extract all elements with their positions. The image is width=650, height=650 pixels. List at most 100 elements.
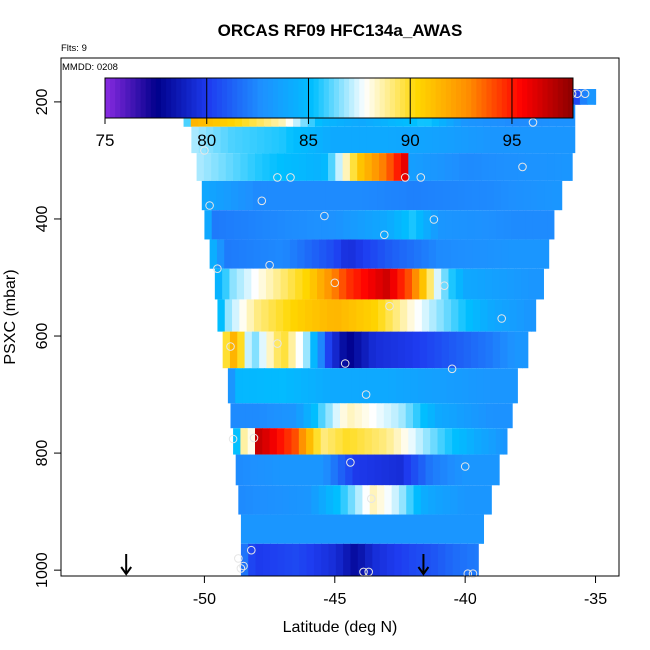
heatmap-cell: [379, 514, 388, 544]
heatmap-cell: [330, 454, 339, 486]
heatmap-cell: [450, 239, 459, 269]
colorbar-segment: [410, 78, 416, 118]
heatmap-cell: [264, 454, 273, 486]
colorbar-segment: [257, 78, 264, 118]
colorbar-segment: [379, 78, 386, 118]
heatmap-cell: [324, 331, 333, 369]
heatmap-cell: [457, 180, 466, 211]
heatmap-cell: [502, 299, 511, 332]
heatmap-cell: [417, 368, 426, 404]
sample-marker: [340, 359, 350, 368]
heatmap-cell: [244, 268, 252, 300]
heatmap-cell: [432, 454, 441, 486]
heatmap-cell: [430, 514, 439, 544]
heatmap-cell: [238, 485, 247, 515]
heatmap-cell: [248, 543, 257, 576]
heatmap-cell: [220, 126, 229, 154]
colorbar-segment: [430, 78, 437, 118]
heatmap-cell: [337, 126, 346, 154]
heatmap-cell: [357, 153, 366, 181]
heatmap-cell: [240, 514, 249, 544]
heatmap-cell: [474, 514, 483, 544]
heatmap-cell: [286, 368, 295, 404]
colorbar-segment: [496, 78, 503, 118]
heatmap-cell: [478, 403, 487, 429]
heatmap-cell: [494, 239, 503, 269]
heatmap-cell: [262, 543, 271, 576]
heatmap-cell: [238, 239, 247, 269]
heatmap-cell: [343, 514, 352, 544]
heatmap-cell: [243, 454, 251, 486]
heatmap-cell: [403, 126, 411, 154]
heatmap-cell: [289, 180, 298, 211]
heatmap-cell: [365, 543, 373, 576]
heatmap-cell: [302, 268, 311, 300]
sample-marker: [361, 390, 371, 399]
heatmap-cell: [479, 485, 488, 515]
heatmap-cell: [333, 180, 342, 211]
heatmap-cell: [408, 543, 417, 576]
heatmap-cell: [427, 331, 435, 369]
heatmap-row: [191, 126, 576, 154]
heatmap-cell: [351, 126, 360, 154]
heatmap-cell: [267, 180, 276, 211]
heatmap-cell: [247, 153, 256, 181]
heatmap-cell: [315, 126, 324, 154]
heatmap-cell: [419, 268, 428, 300]
sample-marker: [200, 146, 209, 155]
heatmap-cell: [466, 428, 475, 455]
heatmap-cell: [420, 403, 429, 429]
heatmap-cell: [270, 543, 279, 576]
heatmap-cell: [240, 210, 249, 240]
colorbar-segment: [405, 78, 411, 118]
heatmap-cell: [260, 180, 269, 211]
heatmap-cell: [484, 268, 493, 300]
heatmap-cell: [301, 454, 310, 486]
heatmap-cell: [433, 268, 442, 300]
heatmap-cell: [260, 239, 269, 269]
heatmap-cell: [427, 403, 436, 429]
heatmap-cell: [306, 210, 315, 240]
sample-marker: [346, 458, 355, 467]
heatmap-cell: [296, 403, 305, 429]
sample-marker: [286, 173, 295, 182]
colorbar-segment: [237, 78, 243, 118]
chart-title: ORCAS RF09 HFC134a_AWAS: [218, 21, 463, 40]
heatmap-cell: [375, 268, 384, 300]
heatmap-cell: [378, 299, 386, 332]
heatmap-cell: [472, 299, 481, 332]
heatmap-cell: [523, 239, 532, 269]
heatmap-cell: [273, 331, 282, 369]
heatmap-cell: [397, 331, 406, 369]
heatmap-cell: [392, 299, 401, 332]
heatmap-cell: [379, 210, 388, 240]
heatmap-cell: [347, 180, 356, 211]
heatmap-cell: [391, 485, 400, 515]
heatmap-cell: [530, 180, 539, 211]
heatmap-cell: [222, 331, 231, 369]
heatmap-cell: [440, 454, 449, 486]
colorbar-tick-label: 90: [401, 131, 420, 150]
colorbar: [104, 77, 574, 119]
heatmap-cell: [477, 268, 486, 300]
heatmap-cell: [223, 180, 232, 211]
heatmap-cell: [335, 428, 344, 455]
sample-marker: [497, 314, 507, 323]
heatmap-cell: [328, 428, 336, 455]
heatmap-cell: [465, 239, 474, 269]
heatmap-row: [238, 485, 492, 515]
heatmap-cell: [398, 403, 407, 429]
heatmap-cell: [389, 454, 397, 486]
heatmap-cell: [273, 268, 282, 300]
heatmap-cell: [469, 454, 478, 486]
heatmap-cell: [463, 331, 472, 369]
heatmap-cell: [428, 180, 437, 211]
heatmap-cell: [390, 268, 398, 300]
colorbar-segment: [105, 78, 111, 118]
heatmap-cell: [298, 153, 307, 181]
heatmap-cell: [313, 428, 322, 455]
heatmap-cell: [312, 299, 321, 332]
mmdd-label: MMDD: 0208: [62, 62, 118, 73]
heatmap-cell: [408, 210, 417, 240]
heatmap-cell: [355, 180, 364, 211]
